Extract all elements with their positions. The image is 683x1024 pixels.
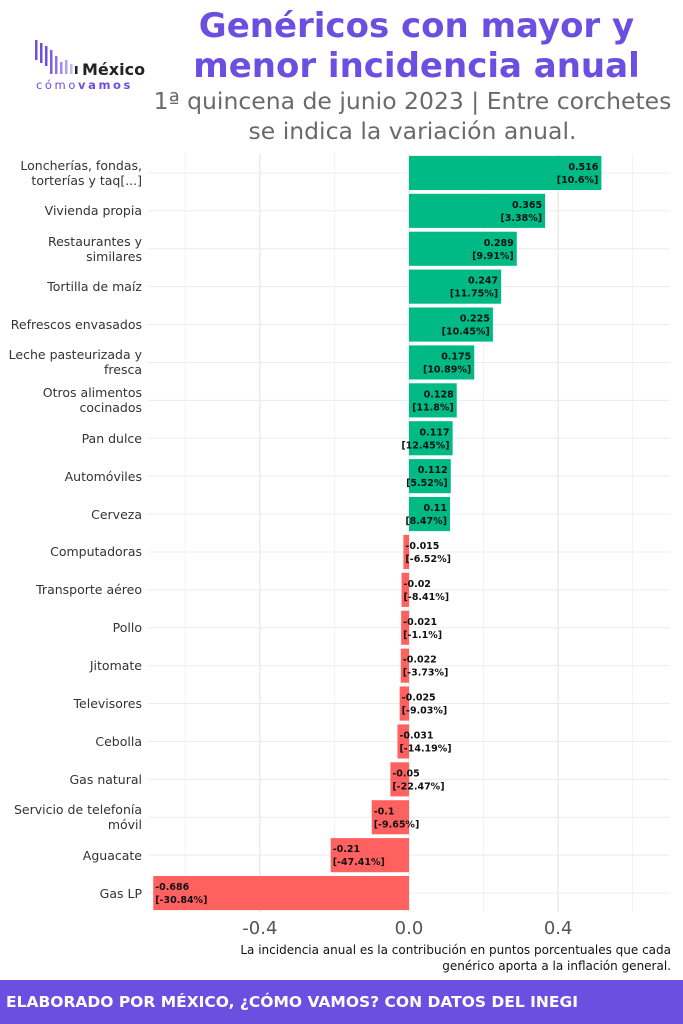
variation-label: [-1.1%] [403, 630, 442, 641]
bar [409, 155, 602, 191]
category-label: Gas natural [69, 771, 142, 787]
bar [409, 459, 451, 494]
bar [153, 875, 409, 911]
variation-label: [-9.65%] [374, 819, 420, 830]
bar [403, 534, 409, 570]
mexico-como-vamos-logo: México cómovamos [34, 38, 152, 92]
category-label: Otros alimentos cocinados [42, 385, 142, 416]
category-label: Transporte aéreo [36, 582, 142, 598]
variation-label: [3.38%] [500, 213, 542, 224]
category-label: Pollo [112, 620, 142, 636]
category-label: Loncherías, fondas, torterías y taq[...] [20, 157, 142, 188]
variation-label: [11.75%] [450, 289, 498, 300]
bar [400, 648, 409, 683]
logo-sub-light: cómo [36, 78, 78, 92]
category-label: Servicio de telefonía móvil [13, 802, 142, 833]
value-label: -0.015 [405, 541, 439, 552]
bar [401, 610, 409, 645]
footer-credit: ELABORADO POR MÉXICO, ¿CÓMO VAMOS? CON D… [0, 980, 683, 1024]
chart-note: La incidencia anual es la contribución e… [240, 943, 671, 973]
value-label: -0.02 [404, 579, 431, 590]
value-label: 0.175 [441, 351, 471, 362]
variation-label: [-8.41%] [404, 592, 450, 603]
category-label: Restaurantes y similares [47, 233, 142, 264]
category-label: Tortilla de maíz [47, 279, 142, 295]
value-label: -0.022 [403, 655, 437, 666]
bar [330, 838, 409, 873]
variation-label: [-3.73%] [403, 668, 449, 679]
category-label: Refrescos envasados [10, 317, 142, 333]
bar [409, 269, 502, 304]
x-tick-label: 0.4 [544, 918, 573, 939]
value-label: -0.031 [399, 730, 433, 741]
value-label: 0.128 [424, 389, 454, 400]
value-label: 0.289 [484, 238, 514, 249]
variation-label: [-30.84%] [155, 895, 207, 906]
category-label: Automóviles [64, 468, 142, 484]
value-label: -0.21 [333, 844, 360, 855]
value-label: 0.247 [468, 276, 498, 287]
variation-label: [5.52%] [406, 478, 448, 489]
variation-label: [10.45%] [442, 327, 490, 338]
chart-title: Genéricos con mayor y menor incidencia a… [193, 6, 640, 86]
value-label: 0.516 [568, 162, 598, 173]
variation-label: [-6.52%] [405, 554, 451, 565]
bar [409, 421, 453, 456]
value-label: -0.021 [403, 617, 437, 628]
x-tick-label: -0.4 [242, 918, 277, 939]
bar [397, 724, 409, 759]
bar [409, 307, 493, 342]
category-label: Cerveza [91, 506, 142, 522]
bars-logo-icon [35, 40, 78, 74]
bar [401, 572, 409, 607]
category-label: Jitomate [89, 658, 142, 674]
variation-label: [-14.19%] [399, 743, 451, 754]
value-label: -0.686 [155, 882, 189, 893]
logo-sub-bold: vamos [78, 78, 133, 92]
value-label: -0.1 [374, 806, 395, 817]
bar [399, 686, 409, 721]
category-label: Aguacate [82, 847, 142, 863]
variation-label: [9.91%] [472, 251, 514, 262]
chart-subtitle: 1ª quincena de junio 2023 | Entre corche… [153, 87, 672, 145]
category-label: Cebolla [95, 733, 142, 749]
variation-label: [10.89%] [423, 364, 471, 375]
value-label: 0.11 [424, 503, 447, 514]
value-label: -0.025 [402, 693, 436, 704]
bar [409, 496, 451, 532]
variation-label: [-47.41%] [333, 857, 385, 868]
value-label: 0.365 [512, 200, 542, 211]
bar [409, 383, 457, 418]
logo-word: México [82, 60, 146, 79]
value-label: 0.112 [418, 465, 448, 476]
variation-label: [10.6%] [557, 175, 599, 186]
variation-label: [12.45%] [401, 440, 449, 451]
bar [409, 345, 475, 380]
x-tick-label: 0.0 [395, 918, 424, 939]
category-label: Computadoras [50, 544, 142, 560]
logo-subtitle: cómovamos [36, 78, 133, 92]
variation-label: [-22.47%] [392, 781, 444, 792]
bar [390, 762, 409, 797]
variation-label: [-9.03%] [402, 706, 448, 717]
bar [409, 193, 546, 228]
value-label: 0.225 [460, 314, 490, 325]
category-label: Leche pasteurizada y fresca [8, 347, 142, 378]
category-label: Gas LP [99, 885, 142, 901]
variation-label: [8.47%] [405, 516, 447, 527]
category-label: Vivienda propia [44, 203, 142, 219]
value-label: 0.117 [420, 427, 450, 438]
bar [409, 231, 517, 266]
category-label: Pan dulce [81, 430, 142, 446]
bar-chart: 0.516 [10.6%] 0.365 [3.38%] 0.289 [9.91%] 0.24… [148, 154, 670, 939]
category-label: Televisores [73, 696, 142, 712]
value-label: -0.05 [392, 768, 419, 779]
bar [371, 800, 409, 835]
variation-label: [11.8%] [412, 402, 454, 413]
